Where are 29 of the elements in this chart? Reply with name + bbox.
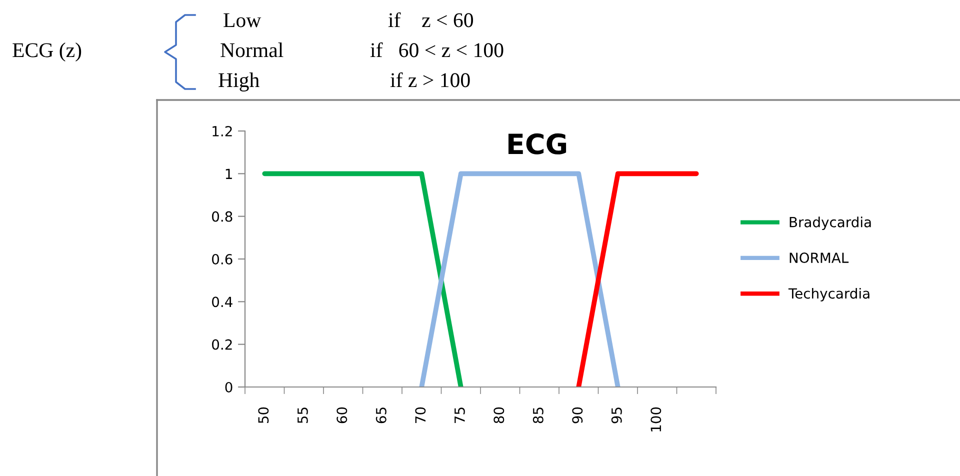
text: if z > 100 xyxy=(390,72,470,88)
chart-title: ECG xyxy=(508,133,566,154)
x-tick-label: 75 xyxy=(454,408,465,423)
legend-label: NORMAL xyxy=(790,252,849,264)
x-tick-label: 80 xyxy=(494,407,504,424)
x-tick-label: 95 xyxy=(611,408,622,424)
y-tick-label: 0.6 xyxy=(212,254,232,264)
x-tick-label: 55 xyxy=(298,408,308,424)
text: High xyxy=(218,72,260,92)
text: if z < 60 xyxy=(388,12,474,28)
x-tick-label: 65 xyxy=(376,408,386,424)
legend-label: Techycardia xyxy=(788,288,870,302)
x-tick-label: 70 xyxy=(415,407,426,423)
text: Low xyxy=(224,13,262,28)
x-tick-label: 90 xyxy=(572,407,583,424)
y-tick-label: 0.2 xyxy=(212,339,232,350)
text: Normal xyxy=(220,42,284,58)
x-tick-label: 50 xyxy=(258,407,269,424)
y-tick-label: 0.8 xyxy=(212,211,232,222)
text: if 60 < z < 100 xyxy=(370,42,504,58)
legend-label: Bradycardia xyxy=(790,216,871,230)
x-tick-label: 100 xyxy=(650,407,662,432)
y-tick-label: 1 xyxy=(226,168,232,179)
y-tick-label: 1.2 xyxy=(212,126,232,136)
x-tick-label: 85 xyxy=(532,408,544,424)
x-tick-label: 60 xyxy=(336,407,348,424)
y-tick-label: 0.4 xyxy=(212,296,232,308)
text: ECG (z) xyxy=(12,42,82,62)
y-tick-label: 0 xyxy=(225,382,232,392)
